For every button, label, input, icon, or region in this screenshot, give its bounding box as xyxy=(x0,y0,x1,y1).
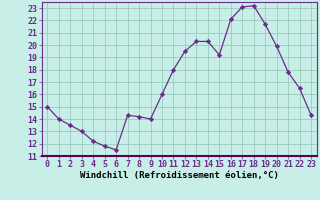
X-axis label: Windchill (Refroidissement éolien,°C): Windchill (Refroidissement éolien,°C) xyxy=(80,171,279,180)
